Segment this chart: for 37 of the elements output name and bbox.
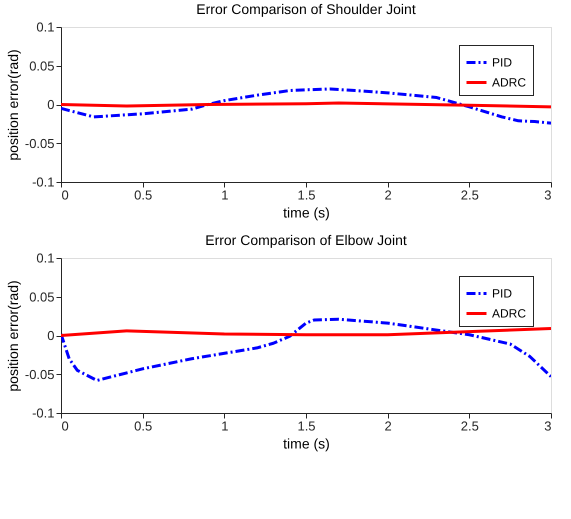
y-axis-title: position error(rad) <box>4 280 21 392</box>
y-tick-label: 0.1 <box>36 20 54 34</box>
x-tick-label: 1.5 <box>297 188 316 202</box>
y-tick-label: -0.1 <box>32 174 54 190</box>
y-tick-label: 0.05 <box>29 289 54 304</box>
y-tick-label: -0.05 <box>24 136 54 151</box>
x-tick-label: 2.5 <box>460 418 479 434</box>
x-axis-title: time (s) <box>283 436 330 452</box>
x-tick-label: 1.5 <box>297 418 316 434</box>
line-series <box>61 327 551 337</box>
legend-label: PID <box>492 286 512 300</box>
legend-label: PID <box>492 56 512 70</box>
x-tick-label: 2.5 <box>460 188 479 202</box>
line-series <box>61 318 551 382</box>
legend-label: ADRC <box>492 306 526 320</box>
x-tick-label: 2 <box>384 188 392 202</box>
x-tick-label: 1 <box>221 188 228 202</box>
y-tick-label: -0.1 <box>32 406 54 420</box>
y-tick-label: -0.05 <box>24 366 54 382</box>
y-axis-title: position error(rad) <box>4 49 21 161</box>
y-tick-label: 0.1 <box>36 250 54 266</box>
line-series <box>61 88 551 125</box>
legend-label: ADRC <box>492 76 526 90</box>
y-tick-label: 0 <box>47 328 54 343</box>
x-tick-label: 0 <box>62 188 69 202</box>
y-tick-label: 0.05 <box>29 58 54 74</box>
y-tick-label: 0 <box>47 97 54 112</box>
x-tick-label: 3 <box>544 188 552 202</box>
x-tick-label: 3 <box>544 418 552 434</box>
x-tick-label: 0.5 <box>134 188 152 202</box>
x-tick-label: 0.5 <box>134 418 152 434</box>
x-tick-label: 2 <box>384 418 392 434</box>
chart-title: Error Comparison of Elbow Joint <box>205 232 407 248</box>
chart-title: Error Comparison of Shoulder Joint <box>196 1 416 17</box>
x-axis-title: time (s) <box>283 204 330 220</box>
x-tick-label: 1 <box>221 418 228 434</box>
x-tick-label: 0 <box>62 418 69 434</box>
